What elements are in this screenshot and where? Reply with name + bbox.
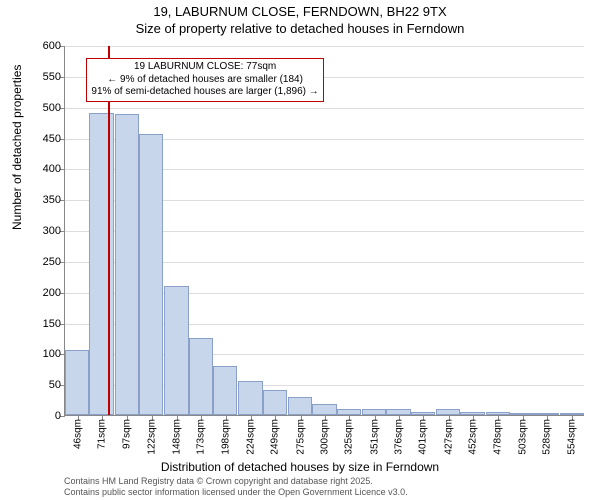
annotation-line: 19 LABURNUM CLOSE: 77sqm	[91, 61, 318, 74]
x-tick-label: 224sqm	[245, 419, 256, 455]
x-tick-label: 478sqm	[493, 419, 504, 455]
x-axis-label: Distribution of detached houses by size …	[0, 460, 600, 474]
x-tick-label: 173sqm	[196, 419, 207, 455]
x-tick-label: 376sqm	[394, 419, 405, 455]
y-tick-label: 400	[43, 163, 61, 175]
y-tick-label: 250	[43, 256, 61, 268]
x-tick-label: 401sqm	[418, 419, 429, 455]
x-tick-label: 249sqm	[270, 419, 281, 455]
x-tick-label: 97sqm	[122, 419, 133, 449]
histogram-bar	[189, 338, 213, 415]
y-tick-label: 50	[49, 379, 61, 391]
gridline	[65, 108, 584, 109]
y-tick-label: 450	[43, 133, 61, 145]
x-tick-label: 71sqm	[97, 419, 108, 449]
footer-line2: Contains public sector information licen…	[64, 487, 408, 498]
y-tick-label: 600	[43, 40, 61, 52]
y-tick-label: 100	[43, 348, 61, 360]
histogram-bar	[263, 390, 287, 415]
y-tick-label: 500	[43, 102, 61, 114]
x-tick-label: 122sqm	[146, 419, 157, 455]
x-tick-label: 198sqm	[220, 419, 231, 455]
chart-title: 19, LABURNUM CLOSE, FERNDOWN, BH22 9TX S…	[0, 0, 600, 38]
x-tick-label: 148sqm	[171, 419, 182, 455]
x-tick-label: 46sqm	[72, 419, 83, 449]
y-tick-label: 550	[43, 71, 61, 83]
x-tick-label: 503sqm	[517, 419, 528, 455]
gridline	[65, 46, 584, 47]
histogram-bar	[89, 113, 113, 415]
y-tick-label: 200	[43, 287, 61, 299]
histogram-bar	[213, 366, 237, 415]
x-tick-label: 275sqm	[295, 419, 306, 455]
y-tick-label: 300	[43, 225, 61, 237]
chart-area: 05010015020025030035040045050055060046sq…	[64, 46, 584, 416]
footer-line1: Contains HM Land Registry data © Crown c…	[64, 476, 408, 487]
y-tick-label: 350	[43, 194, 61, 206]
x-tick-label: 300sqm	[320, 419, 331, 455]
title-subtitle: Size of property relative to detached ho…	[0, 21, 600, 38]
histogram-bar	[238, 381, 262, 415]
plot-region: 05010015020025030035040045050055060046sq…	[64, 46, 584, 416]
x-tick-label: 452sqm	[468, 419, 479, 455]
y-tick-label: 0	[55, 410, 61, 422]
histogram-bar	[115, 114, 139, 415]
histogram-bar	[65, 350, 89, 415]
footer-attribution: Contains HM Land Registry data © Crown c…	[64, 476, 408, 498]
annotation-line: ← 9% of detached houses are smaller (184…	[91, 74, 318, 87]
y-tick-label: 150	[43, 318, 61, 330]
histogram-bar	[139, 134, 163, 415]
x-tick-label: 427sqm	[443, 419, 454, 455]
histogram-bar	[164, 286, 188, 416]
annotation-box: 19 LABURNUM CLOSE: 77sqm← 9% of detached…	[86, 58, 323, 102]
x-tick-label: 528sqm	[542, 419, 553, 455]
histogram-bar	[288, 397, 312, 416]
y-axis-label: Number of detached properties	[10, 65, 24, 230]
histogram-bar	[312, 404, 336, 415]
x-tick-label: 325sqm	[344, 419, 355, 455]
title-address: 19, LABURNUM CLOSE, FERNDOWN, BH22 9TX	[0, 4, 600, 21]
x-tick-label: 351sqm	[369, 419, 380, 455]
x-tick-label: 554sqm	[567, 419, 578, 455]
annotation-line: 91% of semi-detached houses are larger (…	[91, 86, 318, 99]
